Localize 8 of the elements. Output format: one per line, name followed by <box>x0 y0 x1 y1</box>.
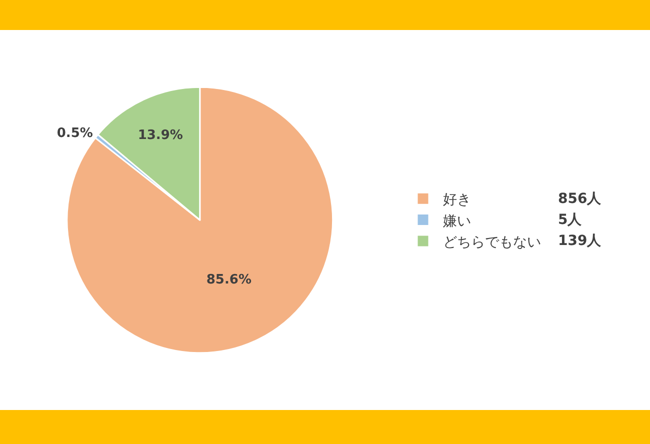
text: 856人 <box>558 191 602 207</box>
legend-label: 好き <box>443 192 471 208</box>
data-label: 85.6% <box>206 272 252 288</box>
legend-label: どちらでもない <box>443 234 541 250</box>
text: 139人 <box>558 233 602 249</box>
text: 5人 <box>558 212 583 228</box>
legend-label: 嫌い <box>443 213 471 230</box>
data-label: 0.5% <box>56 126 93 141</box>
